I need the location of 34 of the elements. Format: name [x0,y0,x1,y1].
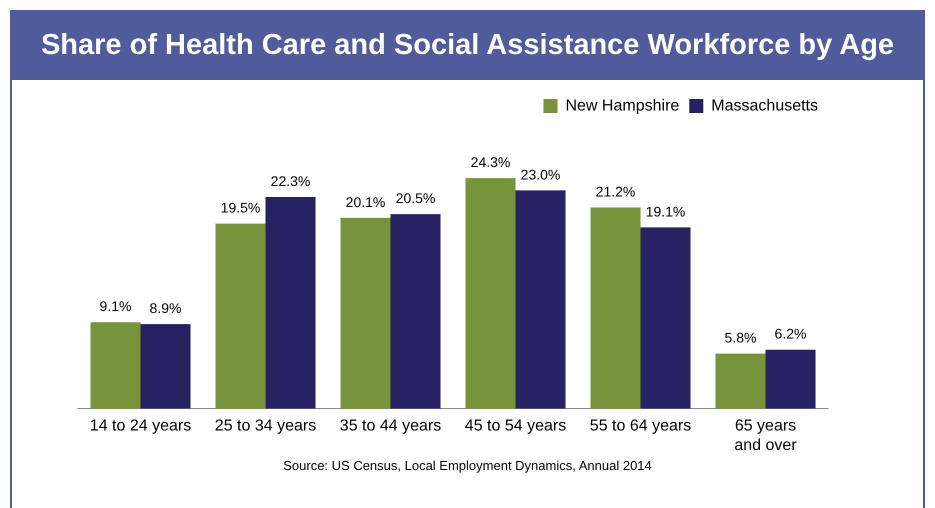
data-label: 22.3% [270,172,310,189]
data-label: 20.1% [346,194,386,210]
source-note: Source: US Census, Local Employment Dynamics, Annual 2014 [282,458,653,473]
x-tick-label: 25 to 34 years [214,418,316,435]
data-label: 5.8% [724,329,756,346]
x-tick-label: 55 to 64 years [590,418,692,435]
x-tick-label: 14 to 24 years [90,418,192,435]
bar [716,354,766,409]
data-label: 9.1% [100,298,132,314]
data-label: 24.3% [470,154,510,170]
legend-label: Massachusetts [711,97,818,114]
bar [266,197,316,409]
bar [390,214,440,409]
data-label: 20.5% [396,190,436,206]
bar [640,227,690,409]
data-label: 19.1% [646,203,686,220]
bar [140,324,190,409]
bar [516,190,566,409]
data-label: 21.2% [596,183,636,200]
bar [340,218,390,409]
x-tick-label: 45 to 54 years [464,418,566,435]
bar [466,178,516,409]
x-tick-label: 65 years and over [734,418,798,454]
data-label: 23.0% [520,166,560,182]
legend-label: New Hampshire [565,97,680,114]
x-tick-label: 35 to 44 years [340,418,442,435]
data-label: 8.9% [150,300,182,316]
data-label: 6.2% [774,326,806,342]
bar [216,224,266,409]
chart-title: Share of Health Care and Social Assistance Workforce by Age [10,10,925,80]
data-label: 19.5% [220,199,260,216]
bar [590,207,640,409]
bar [766,350,816,409]
bar [90,322,140,409]
